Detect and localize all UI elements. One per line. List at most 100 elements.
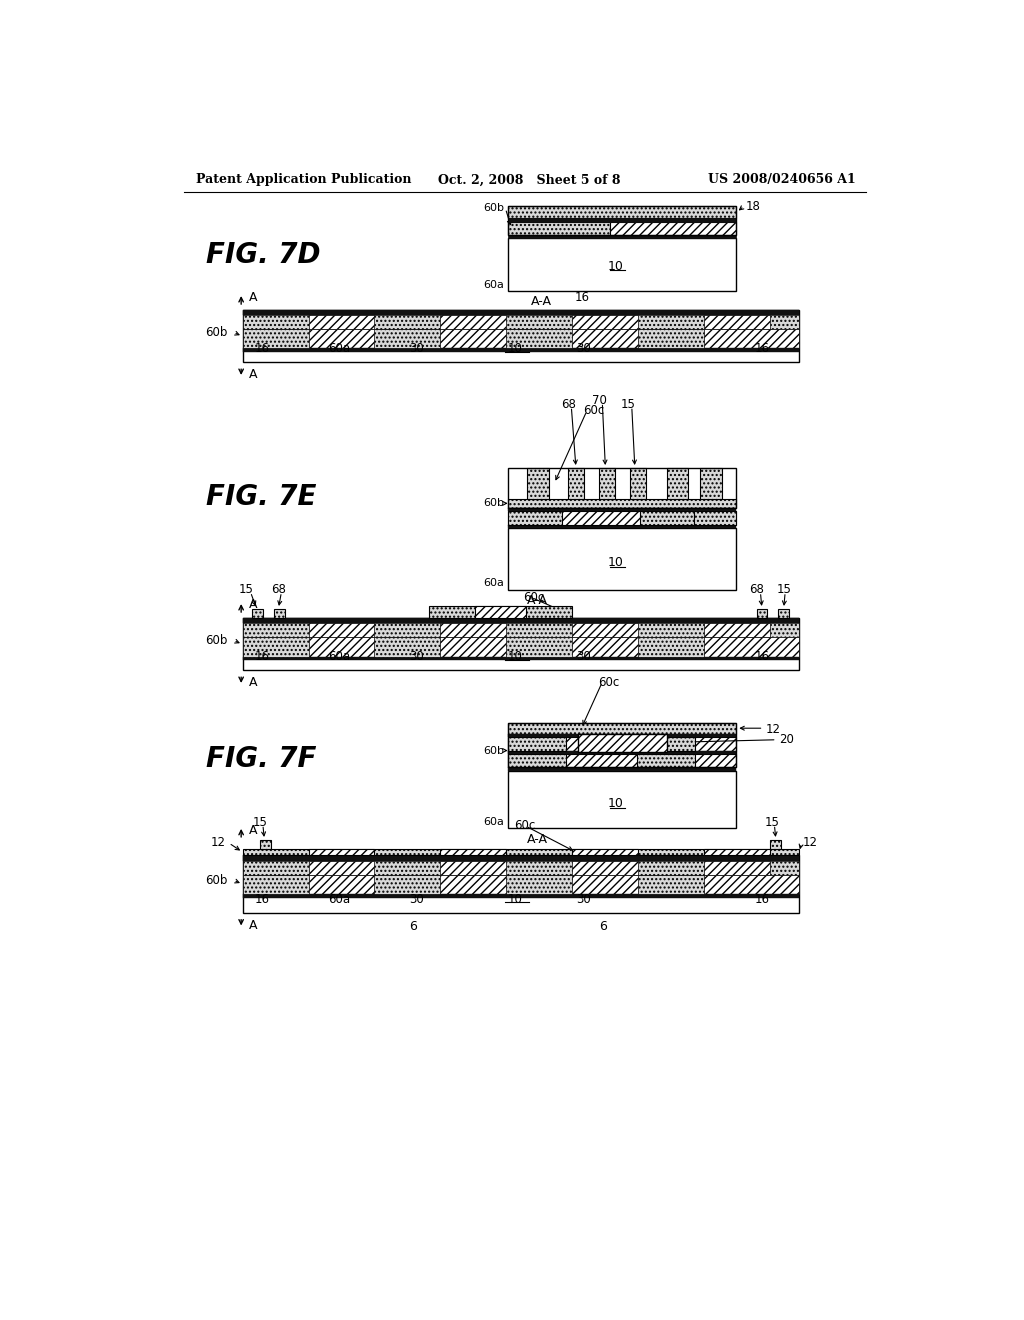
Text: 18: 18 bbox=[745, 199, 761, 213]
Text: 60c: 60c bbox=[514, 820, 536, 833]
Text: 60b: 60b bbox=[205, 634, 227, 647]
Text: 10: 10 bbox=[608, 260, 624, 273]
Text: FIG. 7E: FIG. 7E bbox=[206, 483, 316, 511]
Bar bbox=[508, 499, 736, 508]
Bar bbox=[506, 330, 572, 348]
Bar bbox=[572, 623, 638, 638]
Bar bbox=[703, 861, 770, 875]
Bar bbox=[429, 606, 572, 618]
Bar bbox=[252, 609, 263, 618]
Bar bbox=[638, 875, 703, 894]
Text: 6: 6 bbox=[599, 920, 607, 933]
Bar bbox=[778, 609, 790, 618]
Text: 68: 68 bbox=[750, 583, 764, 597]
Text: 70: 70 bbox=[592, 393, 606, 407]
Bar bbox=[243, 310, 799, 315]
Bar bbox=[243, 310, 799, 363]
Text: 60b: 60b bbox=[483, 746, 504, 755]
Text: 10: 10 bbox=[507, 892, 522, 906]
Text: 30: 30 bbox=[410, 342, 424, 355]
Text: 60a: 60a bbox=[328, 342, 350, 355]
Bar bbox=[508, 767, 736, 771]
Text: A: A bbox=[249, 598, 257, 611]
Bar bbox=[308, 861, 375, 875]
Text: 60b: 60b bbox=[483, 203, 504, 214]
Bar bbox=[243, 855, 799, 861]
Bar bbox=[508, 751, 736, 754]
Text: 12: 12 bbox=[803, 837, 818, 850]
Bar bbox=[243, 348, 799, 351]
Bar bbox=[637, 737, 695, 751]
Bar bbox=[243, 875, 308, 894]
Text: 10: 10 bbox=[507, 649, 522, 663]
Bar bbox=[508, 469, 736, 508]
Bar bbox=[578, 734, 667, 752]
Text: 12: 12 bbox=[211, 837, 225, 850]
Bar bbox=[243, 875, 799, 894]
Bar bbox=[508, 511, 562, 525]
Bar bbox=[508, 771, 736, 829]
Bar bbox=[506, 875, 572, 894]
Bar bbox=[527, 469, 549, 499]
Text: 15: 15 bbox=[776, 583, 792, 597]
Bar bbox=[375, 638, 440, 656]
Text: Oct. 2, 2008   Sheet 5 of 8: Oct. 2, 2008 Sheet 5 of 8 bbox=[438, 173, 621, 186]
Text: 20: 20 bbox=[779, 733, 794, 746]
Bar bbox=[770, 840, 780, 849]
Bar bbox=[508, 754, 566, 767]
Bar bbox=[630, 469, 646, 499]
Bar bbox=[243, 855, 799, 913]
Bar bbox=[440, 861, 506, 875]
Text: A: A bbox=[249, 676, 257, 689]
Bar bbox=[508, 754, 736, 767]
Bar bbox=[243, 638, 799, 656]
Text: 60c: 60c bbox=[523, 591, 545, 603]
Bar bbox=[508, 239, 736, 290]
Text: 16: 16 bbox=[574, 290, 590, 304]
Bar bbox=[638, 330, 703, 348]
Text: 16: 16 bbox=[755, 649, 769, 663]
Bar bbox=[508, 737, 566, 751]
Text: 68: 68 bbox=[271, 583, 286, 597]
Bar bbox=[508, 508, 736, 511]
Text: 60b: 60b bbox=[483, 499, 504, 508]
Bar bbox=[308, 623, 375, 638]
Bar bbox=[508, 528, 736, 590]
Text: 15: 15 bbox=[252, 816, 267, 829]
Text: 15: 15 bbox=[621, 399, 635, 412]
Bar bbox=[703, 623, 770, 638]
Bar bbox=[440, 315, 506, 330]
Text: 60a: 60a bbox=[328, 892, 350, 906]
Text: 10: 10 bbox=[608, 797, 624, 810]
Bar bbox=[508, 222, 610, 235]
Bar bbox=[508, 235, 736, 239]
Text: 60a: 60a bbox=[483, 578, 504, 589]
Text: 16: 16 bbox=[254, 892, 269, 906]
Bar bbox=[703, 315, 770, 330]
Bar bbox=[693, 511, 736, 525]
Bar bbox=[260, 840, 270, 849]
Bar bbox=[640, 511, 693, 525]
Bar bbox=[243, 330, 308, 348]
Bar bbox=[475, 606, 525, 618]
Text: A-A: A-A bbox=[531, 296, 552, 308]
Bar bbox=[508, 723, 736, 767]
Text: US 2008/0240656 A1: US 2008/0240656 A1 bbox=[708, 173, 855, 186]
Text: FIG. 7F: FIG. 7F bbox=[206, 744, 316, 774]
Bar bbox=[572, 861, 638, 875]
Bar bbox=[599, 469, 614, 499]
Text: A-A: A-A bbox=[527, 594, 548, 607]
Text: 16: 16 bbox=[755, 342, 769, 355]
Text: 60b: 60b bbox=[205, 326, 227, 339]
Bar bbox=[757, 609, 767, 618]
Bar bbox=[243, 638, 308, 656]
Text: 60a: 60a bbox=[483, 280, 504, 289]
Text: A: A bbox=[249, 919, 257, 932]
Bar bbox=[243, 894, 799, 898]
Text: 30: 30 bbox=[575, 649, 591, 663]
Text: FIG. 7D: FIG. 7D bbox=[206, 240, 319, 269]
Bar bbox=[440, 849, 506, 855]
Text: 60a: 60a bbox=[483, 817, 504, 828]
Text: 12: 12 bbox=[766, 723, 781, 737]
Bar bbox=[243, 623, 799, 638]
